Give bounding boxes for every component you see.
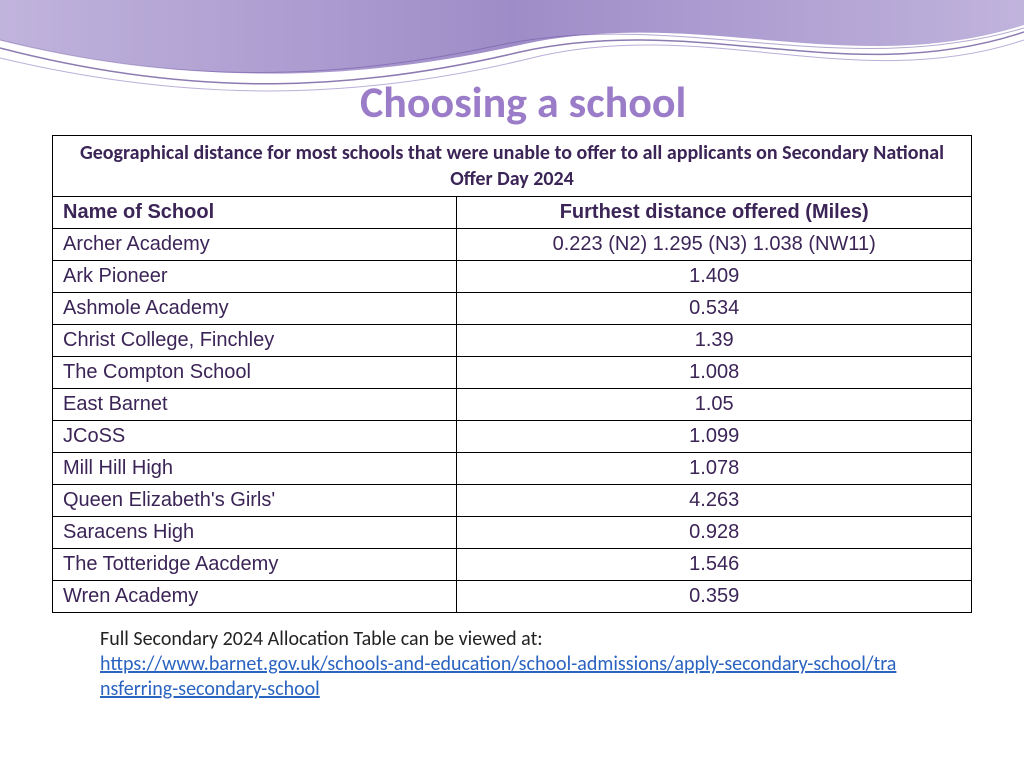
distance-cell: 0.359 <box>457 581 972 613</box>
school-name-cell: Archer Academy <box>53 229 457 261</box>
slide-title: Choosing a school <box>0 75 1024 129</box>
school-name-cell: Saracens High <box>53 517 457 549</box>
table-row: Queen Elizabeth's Girls'4.263 <box>53 485 972 517</box>
column-header-distance: Furthest distance offered (Miles) <box>457 197 972 229</box>
distance-cell: 0.534 <box>457 293 972 325</box>
school-name-cell: Ashmole Academy <box>53 293 457 325</box>
table-row: Wren Academy0.359 <box>53 581 972 613</box>
distance-cell: 1.078 <box>457 453 972 485</box>
distance-table: Geographical distance for most schools t… <box>52 135 972 613</box>
table-row: Archer Academy0.223 (N2) 1.295 (N3) 1.03… <box>53 229 972 261</box>
table-caption: Geographical distance for most schools t… <box>53 136 972 197</box>
distance-cell: 4.263 <box>457 485 972 517</box>
table-row: The Compton School1.008 <box>53 357 972 389</box>
distance-cell: 0.928 <box>457 517 972 549</box>
footnote-text: Full Secondary 2024 Allocation Table can… <box>100 627 543 651</box>
distance-cell: 1.39 <box>457 325 972 357</box>
table-row: Ashmole Academy0.534 <box>53 293 972 325</box>
school-name-cell: The Compton School <box>53 357 457 389</box>
school-name-cell: Christ College, Finchley <box>53 325 457 357</box>
table-row: Mill Hill High1.078 <box>53 453 972 485</box>
school-name-cell: Queen Elizabeth's Girls' <box>53 485 457 517</box>
column-header-name: Name of School <box>53 197 457 229</box>
school-name-cell: Wren Academy <box>53 581 457 613</box>
distance-cell: 1.546 <box>457 549 972 581</box>
table-row: The Totteridge Aacdemy1.546 <box>53 549 972 581</box>
school-name-cell: East Barnet <box>53 389 457 421</box>
school-name-cell: JCoSS <box>53 421 457 453</box>
school-name-cell: Mill Hill High <box>53 453 457 485</box>
distance-cell: 0.223 (N2) 1.295 (N3) 1.038 (NW11) <box>457 229 972 261</box>
distance-cell: 1.099 <box>457 421 972 453</box>
table-row: JCoSS1.099 <box>53 421 972 453</box>
table-row: Christ College, Finchley1.39 <box>53 325 972 357</box>
school-name-cell: The Totteridge Aacdemy <box>53 549 457 581</box>
table-row: Ark Pioneer1.409 <box>53 261 972 293</box>
distance-cell: 1.409 <box>457 261 972 293</box>
distance-cell: 1.05 <box>457 389 972 421</box>
table-row: East Barnet1.05 <box>53 389 972 421</box>
distance-cell: 1.008 <box>457 357 972 389</box>
school-name-cell: Ark Pioneer <box>53 261 457 293</box>
table-row: Saracens High0.928 <box>53 517 972 549</box>
footnote: Full Secondary 2024 Allocation Table can… <box>100 627 900 702</box>
footnote-link[interactable]: https://www.barnet.gov.uk/schools-and-ed… <box>100 652 896 701</box>
